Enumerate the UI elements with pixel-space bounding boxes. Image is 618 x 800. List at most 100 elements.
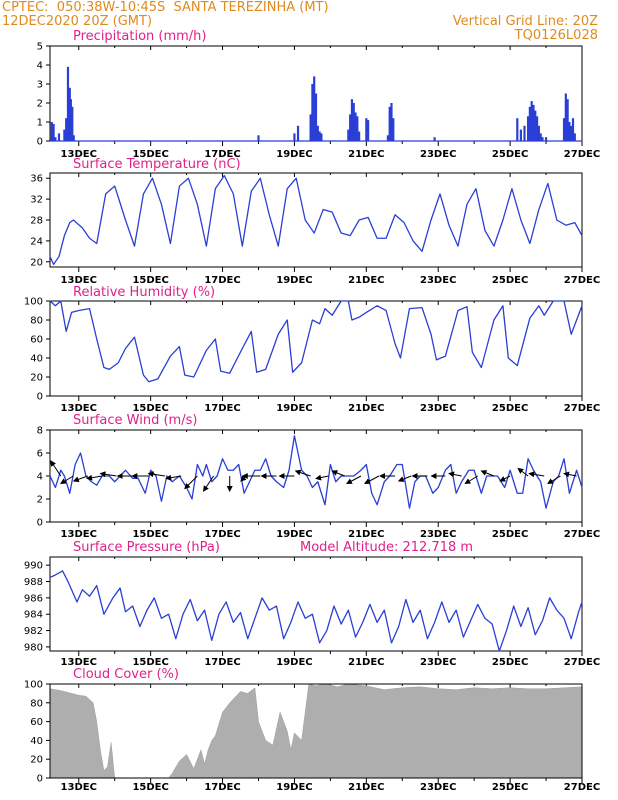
- pressure-plot-frame: [49, 556, 583, 652]
- precip-bar: [356, 116, 359, 141]
- rh-line: [49, 300, 583, 383]
- wind-vector-arrow: [480, 470, 495, 477]
- rh-ytick-label: 0: [37, 392, 43, 403]
- precip-bar: [354, 112, 357, 141]
- precip-bar: [313, 76, 316, 141]
- precip-bar: [320, 133, 323, 141]
- cloud-xtick-label: 13DEC: [61, 782, 97, 793]
- precip-bar: [528, 106, 531, 141]
- rh-xtick-label: 19DEC: [276, 403, 312, 414]
- precip-bar: [392, 118, 395, 141]
- pressure-panel: Surface Pressure (hPa) Model Altitude: 21…: [24, 540, 600, 668]
- wind-xtick-label: 23DEC: [420, 529, 456, 540]
- rh-plot-frame: [49, 300, 583, 397]
- wind-vector-arrow: [563, 471, 577, 478]
- precip-bar: [318, 131, 321, 141]
- precip-bar: [367, 120, 370, 141]
- pressure-xtick-label: 23DEC: [420, 657, 456, 668]
- pressure-ytick-label: 986: [24, 593, 43, 604]
- cloud-ytick-label: 60: [30, 717, 43, 728]
- wind-vector-arrow: [294, 469, 311, 477]
- precip-title: Precipitation (mm/h): [73, 29, 206, 44]
- wind-xtick-label: 13DEC: [61, 529, 97, 540]
- wind-xtick-label: 25DEC: [492, 529, 528, 540]
- rh-ytick-label: 100: [24, 297, 43, 308]
- rh-xtick-label: 17DEC: [204, 403, 240, 414]
- station-header: CPTEC: 050:38W-10:45S SANTA TEREZINHA (M…: [2, 0, 329, 15]
- precip-bar: [65, 118, 68, 141]
- precip-bar: [52, 123, 55, 141]
- temp-ytick-label: 20: [30, 257, 43, 268]
- wind-ytick-label: 4: [37, 472, 43, 483]
- rh-xtick-label: 15DEC: [132, 403, 168, 414]
- rh-ytick-label: 60: [30, 335, 43, 346]
- temp-xtick-label: 21DEC: [348, 275, 384, 286]
- wind-vector-arrow: [499, 475, 511, 482]
- cloud-title: Cloud Cover (%): [73, 667, 179, 682]
- precip-bar: [63, 129, 66, 141]
- precip-xtick-label: 13DEC: [61, 149, 97, 160]
- cloud-ytick-label: 100: [24, 680, 43, 691]
- cloud-xtick-label: 21DEC: [348, 782, 384, 793]
- temp-xtick-label: 27DEC: [564, 275, 600, 286]
- wind-ytick-label: 0: [37, 518, 43, 529]
- wind-vector-arrow: [202, 475, 214, 492]
- temp-title: Surface Temperature (nC): [73, 157, 241, 172]
- cloud-xtick-label: 23DEC: [420, 782, 456, 793]
- precip-bar: [386, 135, 389, 141]
- precip-bar: [566, 99, 569, 141]
- precip-bar: [311, 84, 314, 141]
- wind-vector-arrow: [60, 475, 74, 485]
- pressure-ytick-label: 990: [24, 561, 43, 572]
- cloud-ytick-label: 0: [37, 774, 43, 785]
- precip-bar: [530, 101, 533, 141]
- wind-xtick-label: 17DEC: [204, 529, 240, 540]
- precip-bar: [535, 116, 539, 141]
- precip-xtick-label: 27DEC: [564, 149, 600, 160]
- precip-bar: [544, 137, 548, 141]
- precip-bar: [71, 106, 74, 141]
- precip-bar: [568, 122, 571, 141]
- pressure-annotation: Model Altitude: 212.718 m: [300, 540, 473, 555]
- wind-vector-arrow: [464, 475, 479, 485]
- pressure-ytick-label: 988: [24, 577, 43, 588]
- temp-ytick-label: 36: [30, 174, 43, 185]
- wind-vector-arrow: [147, 471, 166, 478]
- cloud-xtick-label: 27DEC: [564, 782, 600, 793]
- wind-panel: Surface Wind (m/s) 0 2 4 6 8 13DEC 15DEC 17DEC 19…: [37, 413, 601, 540]
- precip-bar: [66, 66, 70, 141]
- precip-bar: [570, 125, 573, 141]
- precip-bar: [562, 118, 566, 141]
- run-time-label: 12DEC2020 20Z (GMT): [2, 14, 153, 29]
- precip-ytick-label: 0: [37, 137, 43, 148]
- wind-xtick-label: 21DEC: [348, 529, 384, 540]
- cloud-ytick-label: 80: [30, 698, 43, 709]
- rh-xtick-label: 25DEC: [492, 403, 528, 414]
- precip-bar: [314, 93, 318, 141]
- precip-bar: [571, 118, 575, 141]
- pressure-line: [49, 570, 583, 652]
- precip-bar: [352, 103, 355, 141]
- wind-xtick-label: 27DEC: [564, 529, 600, 540]
- pressure-ytick-label: 982: [24, 626, 43, 637]
- wind-vector-arrow: [184, 475, 198, 490]
- rh-title: Relative Humidity (%): [73, 285, 215, 300]
- pressure-xtick-label: 13DEC: [61, 657, 97, 668]
- temp-ytick-label: 28: [30, 216, 43, 227]
- precip-bar: [519, 129, 522, 141]
- wind-xtick-label: 15DEC: [132, 529, 168, 540]
- precip-ytick-label: 1: [37, 118, 43, 129]
- pressure-xtick-label: 19DEC: [276, 657, 312, 668]
- wind-vector-arrow: [165, 474, 182, 481]
- rh-ytick-label: 40: [30, 354, 43, 365]
- wind-vector-arrow: [397, 475, 412, 482]
- wind-vector-arrow: [448, 471, 462, 478]
- pressure-ytick-label: 980: [24, 642, 43, 653]
- wind-vector-arrow: [86, 474, 103, 481]
- cloud-ytick-label: 40: [30, 736, 43, 747]
- wind-vector-arrow: [364, 475, 380, 484]
- temp-xtick-label: 13DEC: [61, 275, 97, 286]
- precip-ytick-label: 5: [37, 42, 43, 53]
- wind-title: Surface Wind (m/s): [73, 413, 197, 428]
- cloud-xtick-label: 15DEC: [132, 782, 168, 793]
